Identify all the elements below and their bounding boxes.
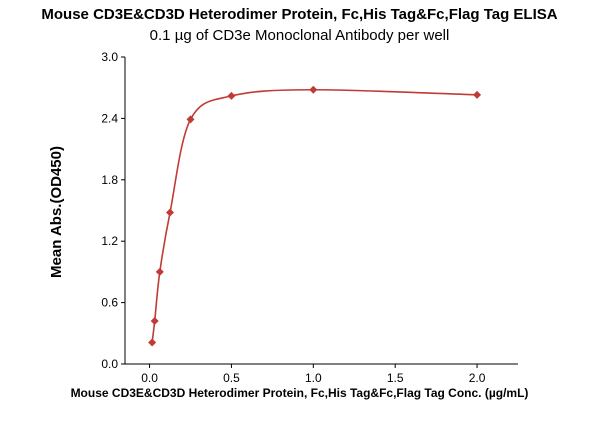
y-axis-label: Mean Abs.(OD450) xyxy=(48,146,65,278)
x-axis-label: Mouse CD3E&CD3D Heterodimer Protein, Fc,… xyxy=(70,386,529,400)
y-tick-label: 3.0 xyxy=(101,50,118,64)
x-tick-label: 1.0 xyxy=(305,371,322,385)
y-tick-label: 0.0 xyxy=(101,357,118,371)
x-tick-label: 1.5 xyxy=(387,371,404,385)
data-points xyxy=(148,85,482,347)
chart-axes: 0.0 0.6 1.2 1.8 2.4 3.0 0.0 0.5 1.0 1.5 2.0 xyxy=(101,50,518,385)
data-point xyxy=(473,90,482,99)
y-tick-label: 0.6 xyxy=(101,296,118,310)
x-tick-label: 0.5 xyxy=(223,371,240,385)
data-point xyxy=(309,85,318,94)
y-tick-label: 1.8 xyxy=(101,173,118,187)
data-point xyxy=(227,91,236,100)
y-tick-label: 1.2 xyxy=(101,234,118,248)
x-tick-label: 2.0 xyxy=(469,371,486,385)
data-point xyxy=(186,115,195,124)
fit-curve xyxy=(151,88,478,343)
data-point xyxy=(155,267,164,276)
data-point xyxy=(150,317,159,326)
chart-subtitle: 0.1 µg of CD3e Monoclonal Antibody per w… xyxy=(149,27,450,44)
y-tick-label: 2.4 xyxy=(101,111,118,125)
x-tick-label: 0.0 xyxy=(141,371,158,385)
data-point xyxy=(166,208,175,217)
data-point xyxy=(148,338,157,347)
chart-title: Mouse CD3E&CD3D Heterodimer Protein, Fc,… xyxy=(41,6,558,23)
